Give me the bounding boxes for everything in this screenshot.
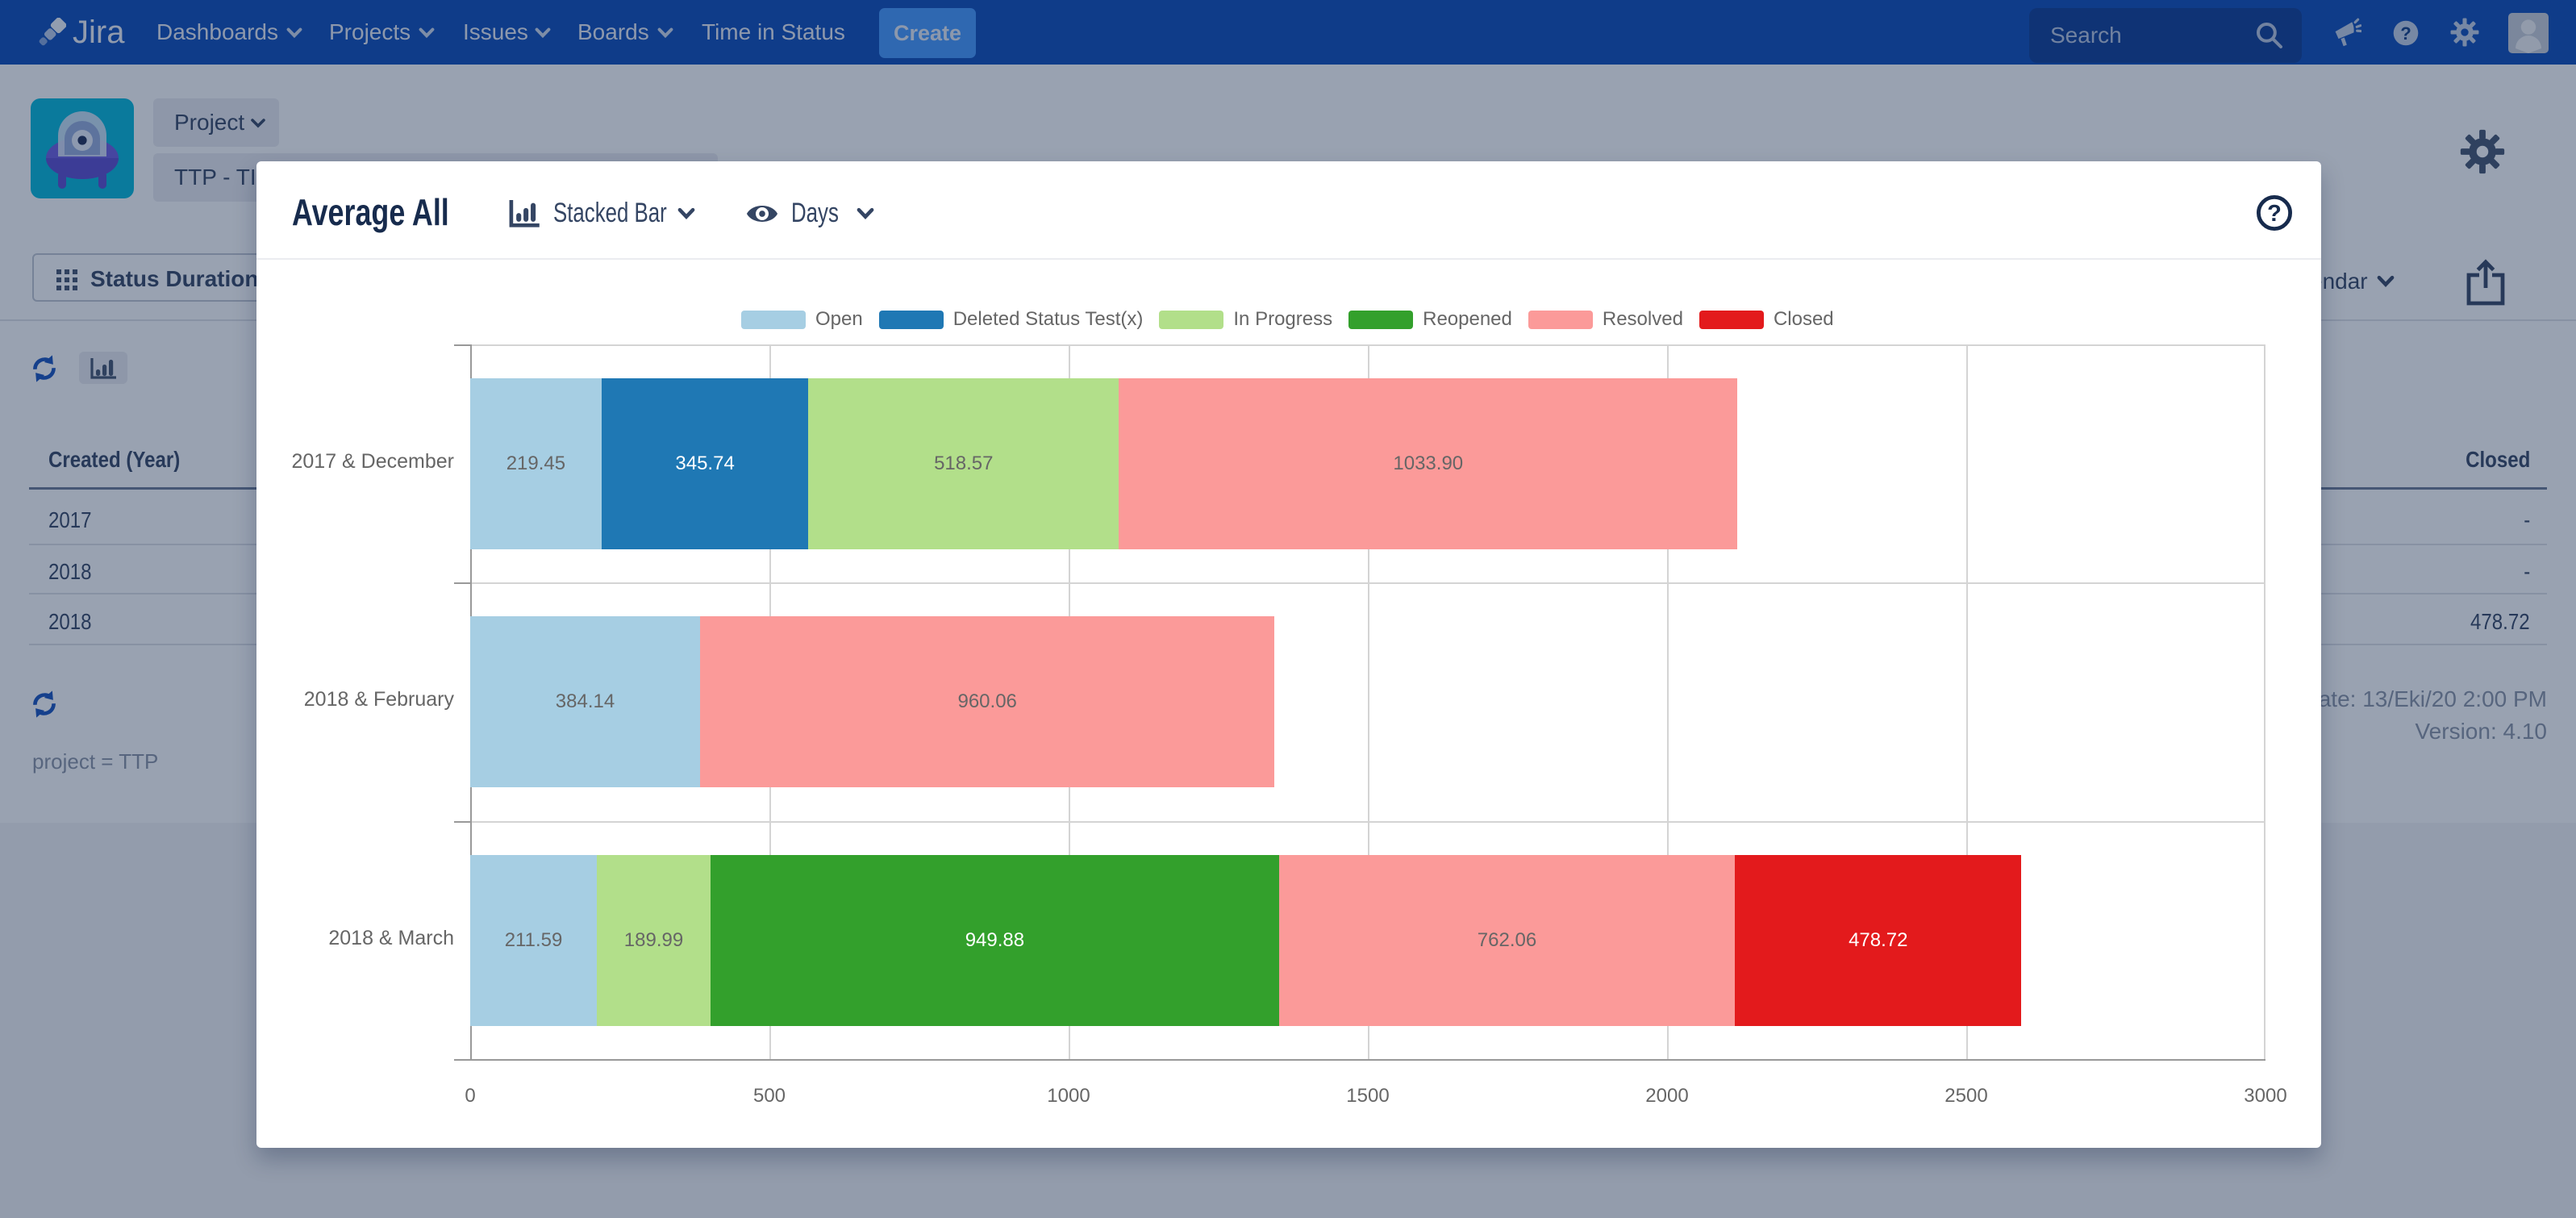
svg-text:?: ? <box>2267 201 2282 227</box>
svg-text:?: ? <box>2400 23 2411 44</box>
